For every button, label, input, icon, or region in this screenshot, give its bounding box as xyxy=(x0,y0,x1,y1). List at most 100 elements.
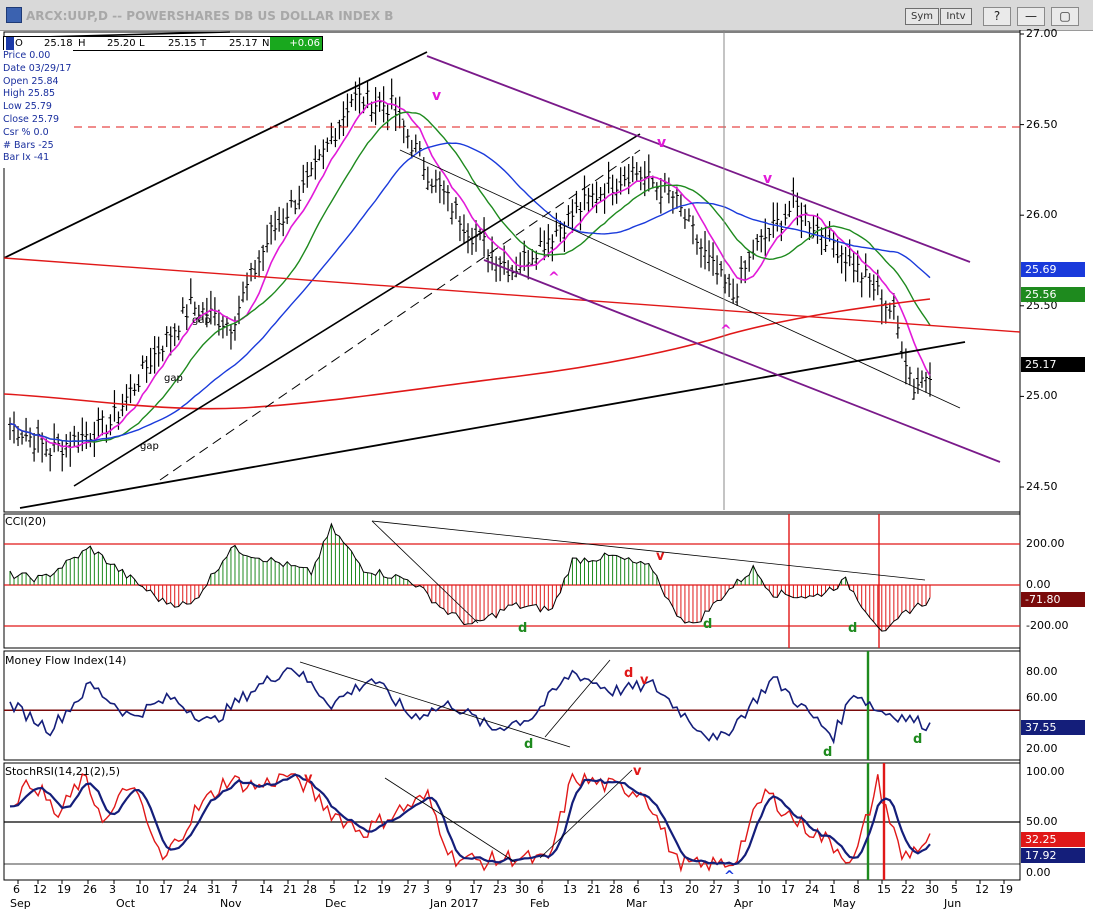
stoch-tick-100: 100.00 xyxy=(1026,765,1065,778)
thin-trendline xyxy=(399,149,961,409)
price-tick-2650: 26.50 xyxy=(1026,118,1058,131)
mfi-flag: 37.55 xyxy=(1021,720,1085,735)
ma-long-line xyxy=(3,298,931,410)
close-key: T xyxy=(200,38,207,49)
info-open: Open 25.84 xyxy=(3,75,59,87)
close-value: 25.17 xyxy=(229,38,258,49)
mfi-tick-20: 20.00 xyxy=(1026,742,1058,755)
ma-fast-line xyxy=(9,99,931,449)
cci-mark: v xyxy=(656,549,665,564)
price-tick-2500: 25.00 xyxy=(1026,389,1058,402)
mfi-mark: d xyxy=(913,732,922,747)
x-day-label: 13 xyxy=(563,883,577,896)
cursor-info-panel: Price 0.00 Date 03/29/17 Open 25.84 High… xyxy=(3,50,73,168)
x-day-label: 28 xyxy=(609,883,623,896)
channel-lower xyxy=(483,259,1001,463)
x-day-label: 5 xyxy=(329,883,336,896)
info-close: Close 25.79 xyxy=(3,113,60,125)
x-month-label: Oct xyxy=(116,897,136,910)
high-key: H xyxy=(78,38,86,49)
x-day-label: 8 xyxy=(853,883,860,896)
x-day-label: 10 xyxy=(135,883,149,896)
stoch-mark: ^ xyxy=(724,869,735,884)
app-icon xyxy=(6,7,22,23)
price-mark: v xyxy=(763,171,772,187)
trendline-base xyxy=(19,341,966,509)
price-flag-ma-mid: 25.56 xyxy=(1021,287,1085,302)
x-day-label: 30 xyxy=(925,883,939,896)
x-month-label: Feb xyxy=(530,897,550,910)
price-tick-2600: 26.00 xyxy=(1026,208,1058,221)
x-month-label: May xyxy=(833,897,856,910)
help-button[interactable]: ? xyxy=(983,7,1011,26)
x-day-label: 19 xyxy=(57,883,71,896)
x-day-label: 13 xyxy=(659,883,673,896)
x-day-label: 21 xyxy=(587,883,601,896)
info-price: Price 0.00 xyxy=(3,50,51,61)
x-day-label: 12 xyxy=(975,883,989,896)
price-tick-2450: 24.50 xyxy=(1026,480,1058,493)
x-month-label: Mar xyxy=(626,897,647,910)
x-day-label: 17 xyxy=(781,883,795,896)
x-day-label: 24 xyxy=(805,883,819,896)
x-month-label: Jan 2017 xyxy=(430,897,479,910)
x-day-label: 15 xyxy=(877,883,891,896)
stoch-mark: v xyxy=(304,771,313,786)
x-day-label: 19 xyxy=(377,883,391,896)
low-key: L xyxy=(139,38,145,49)
cci-line xyxy=(9,522,931,632)
pane-frame xyxy=(3,513,1021,649)
mfi-pane-title: Money Flow Index(14) xyxy=(5,654,127,667)
x-month-label: Sep xyxy=(10,897,31,910)
cci-tick-200: 200.00 xyxy=(1026,537,1065,550)
ohlc-databox: O 25.18 H 25.20 L 25.15 T 25.17 N +0.06 xyxy=(3,36,323,51)
low-value: 25.15 xyxy=(168,38,197,49)
x-day-label: 7 xyxy=(231,883,238,896)
x-day-label: 10 xyxy=(757,883,771,896)
info-bars: # Bars -25 xyxy=(3,139,54,151)
stoch-flag-red: 32.25 xyxy=(1021,832,1085,847)
trendline-upper xyxy=(3,51,428,259)
x-day-label: 12 xyxy=(353,883,367,896)
restore-button[interactable]: ▢ xyxy=(1051,7,1079,26)
x-day-label: 27 xyxy=(403,883,417,896)
cci-flag: -71.80 xyxy=(1021,592,1085,607)
info-low: Low 25.79 xyxy=(3,101,52,113)
net-key: N xyxy=(262,38,270,49)
x-month-label: Dec xyxy=(325,897,347,910)
gap-label: gap xyxy=(164,373,183,384)
x-day-label: 9 xyxy=(445,883,452,896)
x-day-label: 6 xyxy=(633,883,640,896)
x-day-label: 19 xyxy=(999,883,1013,896)
x-day-label: 3 xyxy=(109,883,116,896)
x-day-label: 21 xyxy=(283,883,297,896)
x-day-label: 3 xyxy=(423,883,430,896)
x-day-label: 1 xyxy=(829,883,836,896)
x-month-label: Jun xyxy=(944,897,962,910)
mfi-mark: d xyxy=(823,745,832,760)
high-value: 25.20 xyxy=(107,38,136,49)
x-day-label: 3 xyxy=(733,883,740,896)
cci-trendline xyxy=(371,520,926,581)
sym-button[interactable]: Sym xyxy=(905,8,939,25)
cci-tick-neg200: -200.00 xyxy=(1026,619,1069,632)
stochrsi-pane-title: StochRSI(14,21(2),5) xyxy=(5,765,121,778)
intv-button[interactable]: Intv xyxy=(940,8,972,25)
price-tick-2700: 27.00 xyxy=(1026,27,1058,40)
cci-trendline xyxy=(371,520,479,624)
cci-mark: d xyxy=(848,621,857,636)
price-mark: v xyxy=(657,135,666,151)
info-barix: Bar Ix -41 xyxy=(3,152,50,164)
x-day-label: 6 xyxy=(13,883,20,896)
price-flag-last: 25.17 xyxy=(1021,357,1085,372)
info-high: High 25.85 xyxy=(3,88,56,100)
x-day-label: 26 xyxy=(83,883,97,896)
cci-mark: d xyxy=(703,617,712,632)
price-flag-ma-slow: 25.69 xyxy=(1021,262,1085,277)
ma-slow-line xyxy=(9,142,931,443)
x-month-label: Nov xyxy=(220,897,242,910)
x-day-label: 23 xyxy=(493,883,507,896)
x-day-label: 24 xyxy=(183,883,197,896)
minimize-button[interactable]: — xyxy=(1017,7,1045,26)
